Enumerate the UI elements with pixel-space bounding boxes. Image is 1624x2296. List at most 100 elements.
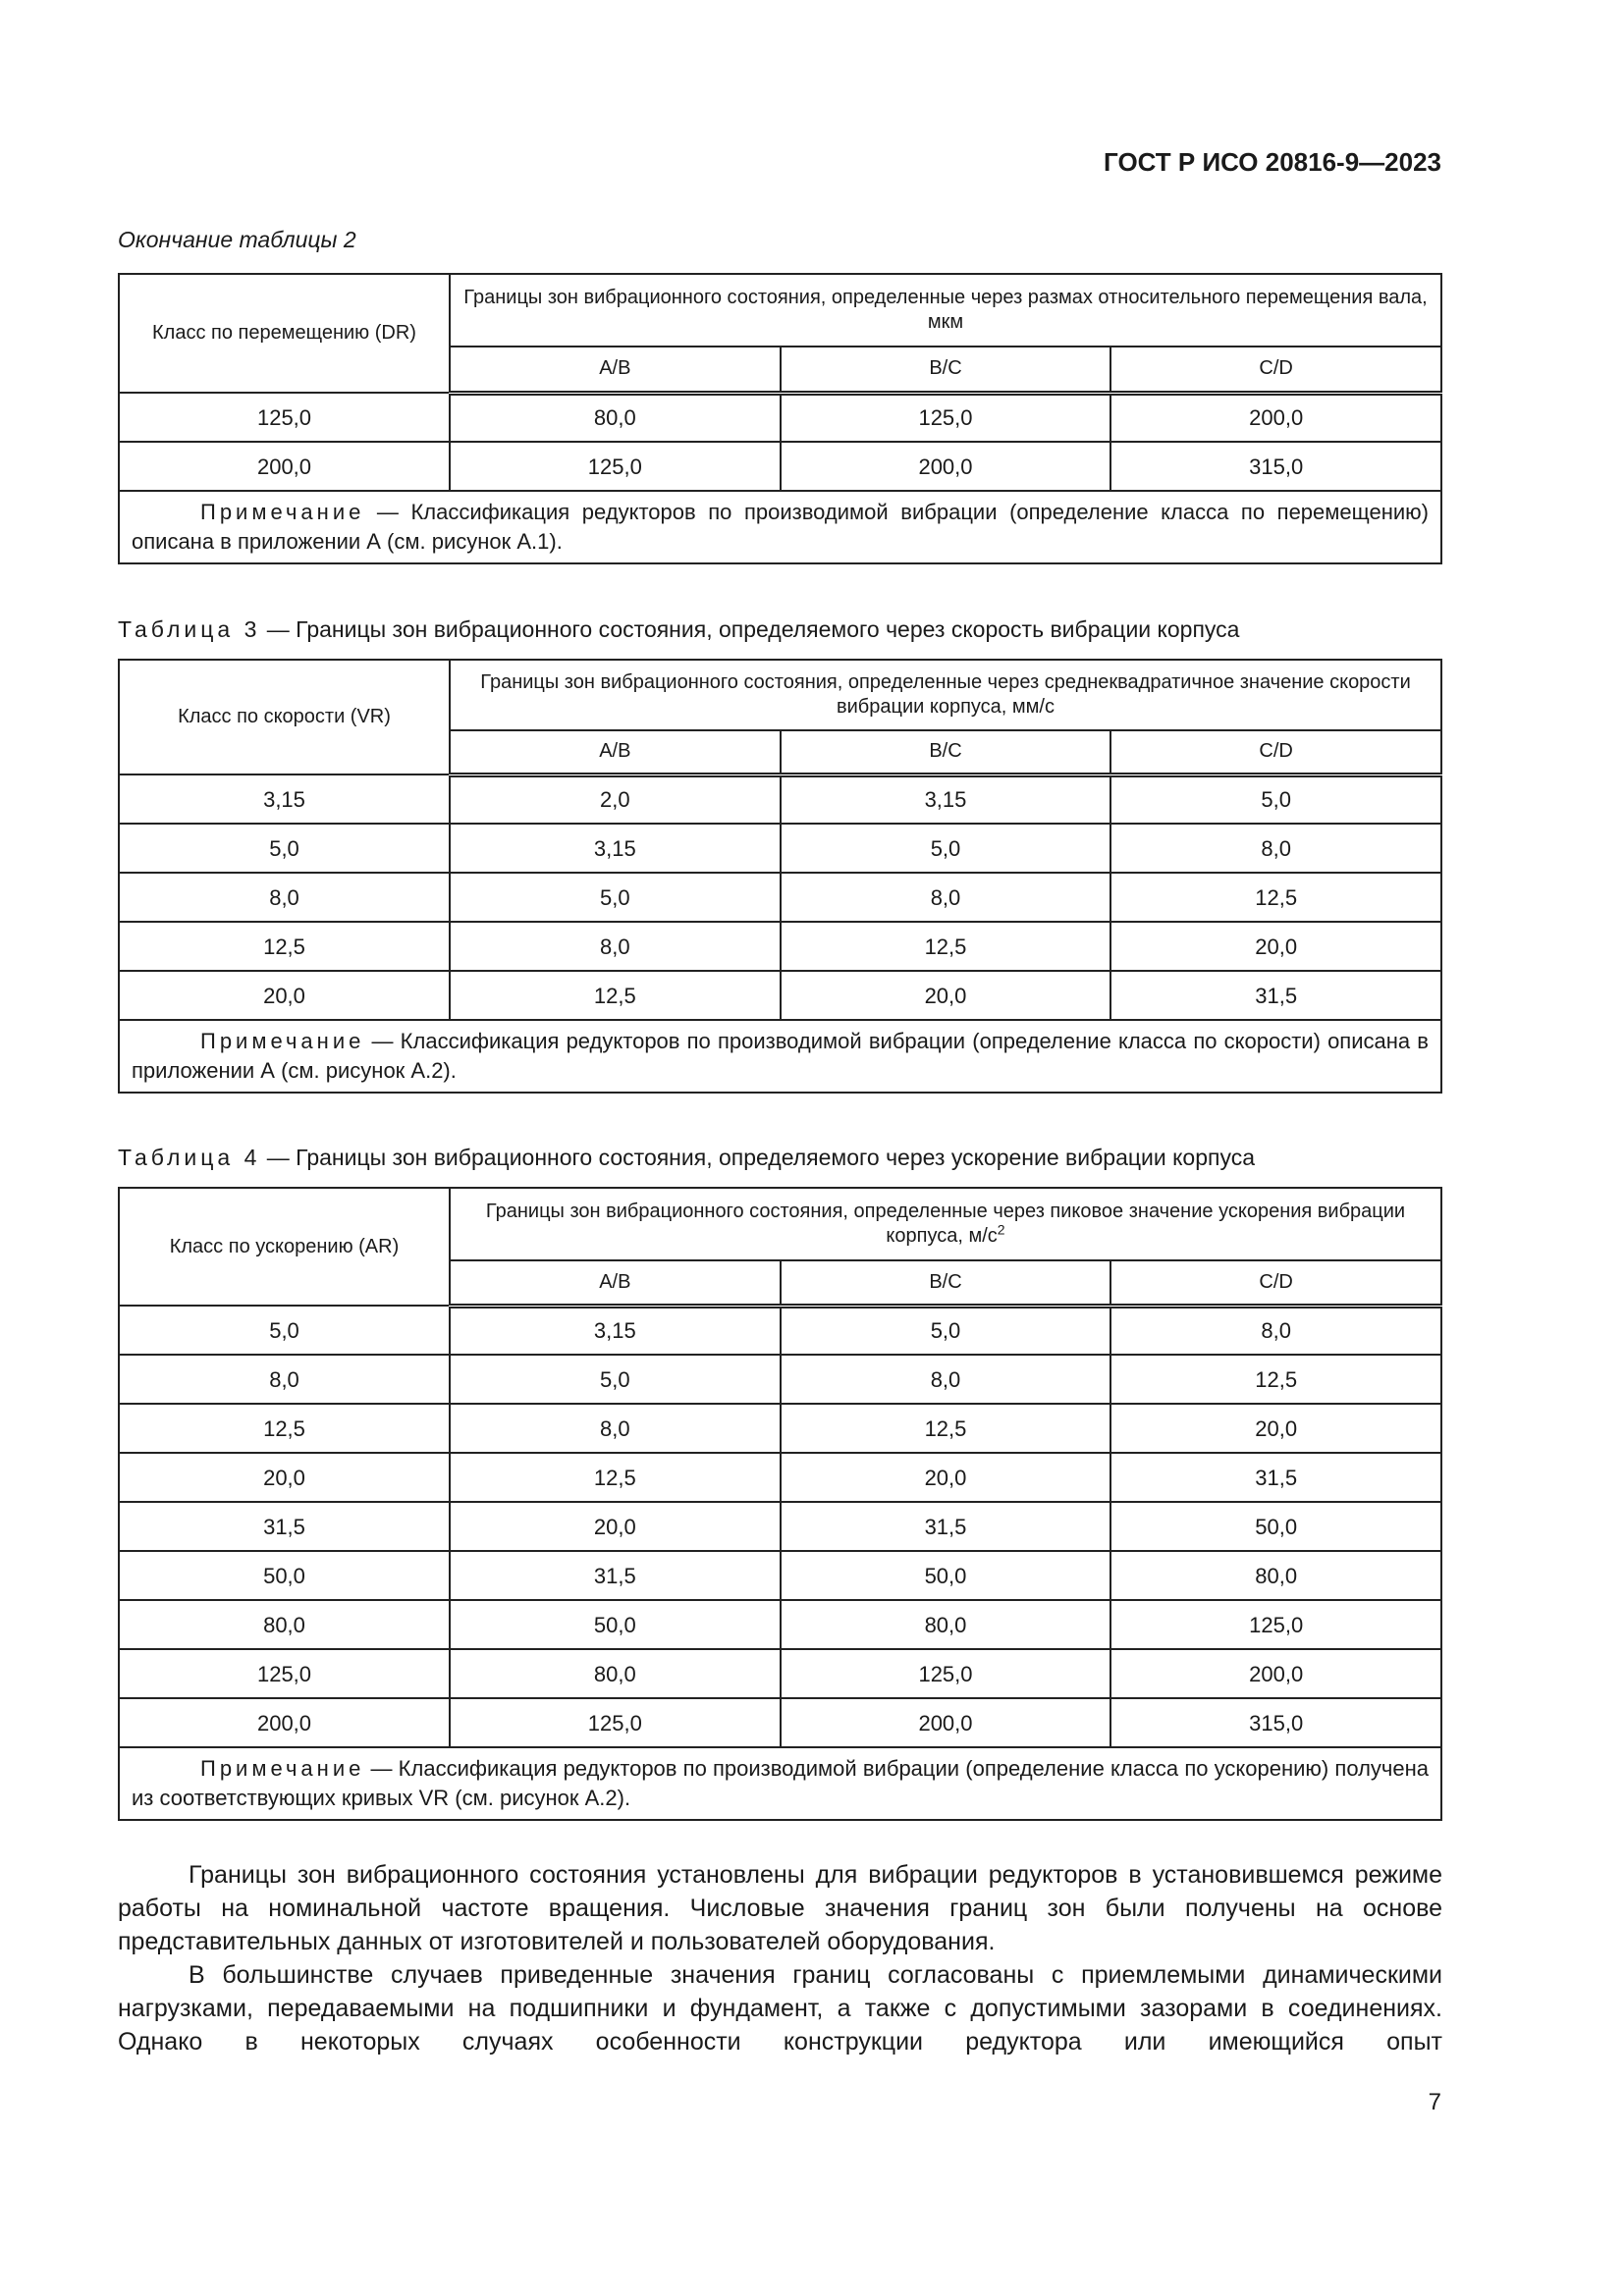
value-cell: 8,0 xyxy=(449,921,782,972)
table4-caption: Таблица 4 — Границы зон вибрационного со… xyxy=(118,1145,1256,1170)
table-4: Класс по ускорению (AR) Границы зон вибр… xyxy=(118,1187,1442,1821)
table-row: 5,0 3,15 5,0 8,0 xyxy=(118,823,1442,874)
paragraph: В большинстве случаев приведенные значен… xyxy=(118,1961,1442,2056)
value-cell: 31,5 xyxy=(779,1501,1112,1552)
body-text: Границы зон вибрационного состояния уста… xyxy=(118,1858,1442,2058)
table-row: 20,0 12,5 20,0 31,5 xyxy=(118,1452,1442,1503)
col-header-class: Класс по скорости (VR) xyxy=(118,659,451,775)
value-cell: 8,0 xyxy=(779,1354,1112,1405)
value-cell: 80,0 xyxy=(449,1648,782,1699)
value-cell: 31,5 xyxy=(449,1550,782,1601)
table-row: 8,0 5,0 8,0 12,5 xyxy=(118,872,1442,923)
value-cell: 20,0 xyxy=(779,1452,1112,1503)
value-cell: 12,5 xyxy=(1110,1354,1442,1405)
value-cell: 2,0 xyxy=(449,774,782,825)
subcol-ab: A/B xyxy=(449,346,782,396)
class-cell: 5,0 xyxy=(118,823,451,874)
value-cell: 125,0 xyxy=(449,441,782,492)
table2-continuation-caption: Окончание таблицы 2 xyxy=(118,227,356,252)
class-cell: 125,0 xyxy=(118,392,451,443)
value-cell: 315,0 xyxy=(1110,1697,1442,1748)
value-cell: 20,0 xyxy=(1110,1403,1442,1454)
value-cell: 20,0 xyxy=(1110,921,1442,972)
document-code: ГОСТ Р ИСО 20816-9—2023 xyxy=(1104,147,1441,177)
table-row: 20,0 12,5 20,0 31,5 xyxy=(118,970,1442,1021)
value-cell: 125,0 xyxy=(449,1697,782,1748)
value-cell: 12,5 xyxy=(779,1403,1112,1454)
col-header-group: Границы зон вибрационного состояния, опр… xyxy=(449,659,1442,731)
class-cell: 200,0 xyxy=(118,441,451,492)
value-cell: 315,0 xyxy=(1110,441,1442,492)
value-cell: 200,0 xyxy=(779,1697,1112,1748)
col-header-class: Класс по перемещению (DR) xyxy=(118,273,451,394)
table-row: 125,0 80,0 125,0 200,0 xyxy=(118,1648,1442,1699)
value-cell: 50,0 xyxy=(449,1599,782,1650)
class-cell: 8,0 xyxy=(118,1354,451,1405)
value-cell: 5,0 xyxy=(779,1305,1112,1356)
table-row: 200,0 125,0 200,0 315,0 xyxy=(118,441,1442,492)
subcol-bc: B/C xyxy=(779,1259,1112,1308)
value-cell: 200,0 xyxy=(1110,392,1442,443)
value-cell: 3,15 xyxy=(779,774,1112,825)
table-row: 12,5 8,0 12,5 20,0 xyxy=(118,1403,1442,1454)
table-row: 50,0 31,5 50,0 80,0 xyxy=(118,1550,1442,1601)
class-cell: 12,5 xyxy=(118,921,451,972)
class-cell: 80,0 xyxy=(118,1599,451,1650)
value-cell: 5,0 xyxy=(449,872,782,923)
table-note: Примечание — Классификация редукторов по… xyxy=(118,1019,1442,1094)
table-3: Класс по скорости (VR) Границы зон вибра… xyxy=(118,659,1442,1094)
table-2-end: Класс по перемещению (DR) Границы зон ви… xyxy=(118,273,1442,564)
class-cell: 200,0 xyxy=(118,1697,451,1748)
subcol-cd: C/D xyxy=(1110,346,1442,396)
table-note: Примечание — Классификация редукторов по… xyxy=(118,1746,1442,1821)
value-cell: 12,5 xyxy=(449,1452,782,1503)
table-row: 31,5 20,0 31,5 50,0 xyxy=(118,1501,1442,1552)
table-row: 80,0 50,0 80,0 125,0 xyxy=(118,1599,1442,1650)
value-cell: 8,0 xyxy=(1110,823,1442,874)
table-row: 3,15 2,0 3,15 5,0 xyxy=(118,774,1442,825)
value-cell: 50,0 xyxy=(779,1550,1112,1601)
value-cell: 8,0 xyxy=(1110,1305,1442,1356)
note-label: Примечание xyxy=(200,500,365,524)
subcol-ab: A/B xyxy=(449,729,782,777)
class-cell: 20,0 xyxy=(118,970,451,1021)
value-cell: 125,0 xyxy=(779,392,1112,443)
subcol-cd: C/D xyxy=(1110,729,1442,777)
class-cell: 20,0 xyxy=(118,1452,451,1503)
value-cell: 5,0 xyxy=(449,1354,782,1405)
col-header-class: Класс по ускорению (AR) xyxy=(118,1187,451,1307)
class-cell: 3,15 xyxy=(118,774,451,825)
note-label: Примечание xyxy=(200,1029,365,1053)
table-row: 125,0 80,0 125,0 200,0 xyxy=(118,392,1442,443)
table-note: Примечание — Классификация редукторов по… xyxy=(118,490,1442,564)
value-cell: 3,15 xyxy=(449,823,782,874)
class-cell: 125,0 xyxy=(118,1648,451,1699)
class-cell: 12,5 xyxy=(118,1403,451,1454)
value-cell: 125,0 xyxy=(779,1648,1112,1699)
page-number: 7 xyxy=(1428,2089,1441,2115)
subcol-bc: B/C xyxy=(779,729,1112,777)
value-cell: 80,0 xyxy=(779,1599,1112,1650)
table3-caption: Таблица 3 — Границы зон вибрационного со… xyxy=(118,616,1240,642)
paragraph: Границы зон вибрационного состояния уста… xyxy=(118,1861,1442,1955)
value-cell: 200,0 xyxy=(779,441,1112,492)
class-cell: 50,0 xyxy=(118,1550,451,1601)
value-cell: 80,0 xyxy=(1110,1550,1442,1601)
value-cell: 12,5 xyxy=(449,970,782,1021)
value-cell: 31,5 xyxy=(1110,1452,1442,1503)
value-cell: 5,0 xyxy=(779,823,1112,874)
value-cell: 5,0 xyxy=(1110,774,1442,825)
value-cell: 20,0 xyxy=(449,1501,782,1552)
value-cell: 31,5 xyxy=(1110,970,1442,1021)
value-cell: 20,0 xyxy=(779,970,1112,1021)
class-cell: 5,0 xyxy=(118,1305,451,1356)
table-row: 8,0 5,0 8,0 12,5 xyxy=(118,1354,1442,1405)
subcol-ab: A/B xyxy=(449,1259,782,1308)
class-cell: 8,0 xyxy=(118,872,451,923)
table-row: 200,0 125,0 200,0 315,0 xyxy=(118,1697,1442,1748)
class-cell: 31,5 xyxy=(118,1501,451,1552)
value-cell: 3,15 xyxy=(449,1305,782,1356)
note-text: — Классификация редукторов по производим… xyxy=(132,1029,1429,1083)
value-cell: 50,0 xyxy=(1110,1501,1442,1552)
value-cell: 12,5 xyxy=(1110,872,1442,923)
